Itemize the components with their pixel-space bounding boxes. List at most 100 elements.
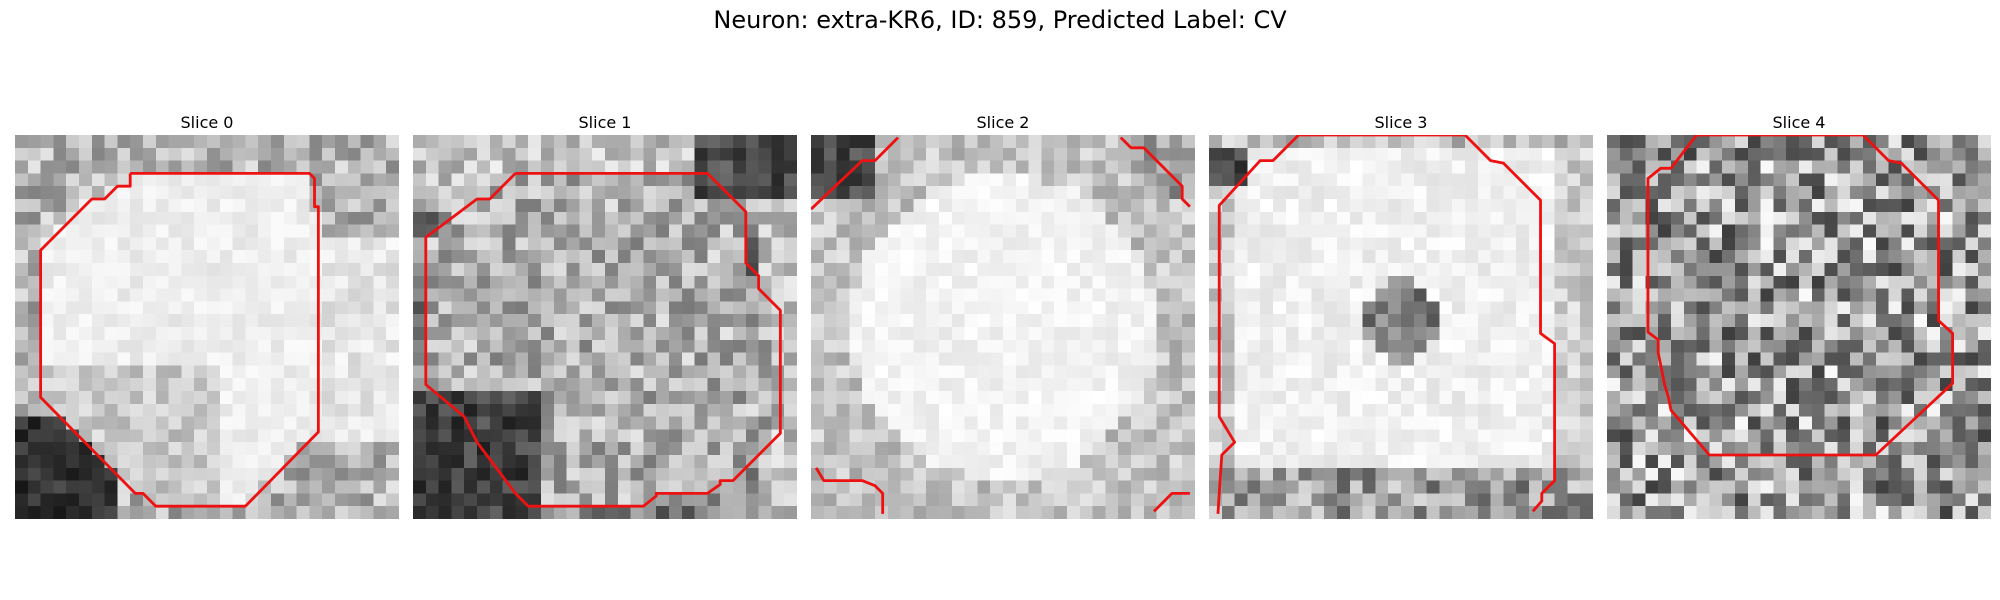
pixel	[1952, 211, 1966, 225]
pixel	[1927, 480, 1941, 494]
pixel	[720, 160, 734, 174]
pixel	[245, 314, 259, 328]
pixel	[91, 339, 105, 353]
pixel	[771, 314, 785, 328]
pixel	[1927, 199, 1941, 213]
pixel	[1632, 339, 1646, 353]
pixel	[758, 211, 772, 225]
pixel	[900, 211, 914, 225]
pixel	[1722, 467, 1736, 481]
pixel	[296, 480, 310, 494]
pixel	[1632, 160, 1646, 174]
pixel	[823, 199, 837, 213]
pixel	[1554, 314, 1568, 328]
pixel	[875, 288, 889, 302]
pixel	[592, 378, 606, 392]
pixel	[1965, 199, 1979, 213]
pixel	[990, 480, 1004, 494]
pixel	[232, 493, 246, 507]
pixel	[630, 416, 644, 430]
pixel	[566, 314, 580, 328]
pixel	[1426, 442, 1440, 456]
pixel	[1362, 416, 1376, 430]
pixel	[1003, 301, 1017, 315]
pixel	[1079, 352, 1093, 366]
pixel	[849, 135, 863, 149]
pixel	[566, 199, 580, 213]
segmentation-contour	[814, 467, 885, 514]
pixel	[811, 186, 825, 200]
pixel	[1324, 480, 1338, 494]
pixel	[784, 186, 797, 200]
pixel	[541, 378, 555, 392]
pixel	[1079, 378, 1093, 392]
pixel	[53, 211, 67, 225]
pixel	[1362, 199, 1376, 213]
pixel	[79, 493, 93, 507]
pixel	[630, 237, 644, 251]
pixel	[1799, 275, 1813, 289]
pixel	[309, 288, 323, 302]
pixel	[1426, 455, 1440, 469]
pixel	[977, 493, 991, 507]
pixel	[1465, 339, 1479, 353]
pixel	[528, 250, 542, 264]
pixel	[553, 147, 567, 161]
pixel	[1503, 199, 1517, 213]
pixel	[1041, 173, 1055, 187]
pixel	[1901, 493, 1915, 507]
pixel	[91, 199, 105, 213]
pixel	[1888, 237, 1902, 251]
pixel	[1811, 224, 1825, 238]
pixel	[926, 442, 940, 456]
pixel	[15, 199, 29, 213]
pixel	[1015, 160, 1029, 174]
pixel	[1362, 493, 1376, 507]
pixel	[477, 403, 491, 417]
pixel	[1658, 263, 1672, 277]
pixel	[1413, 467, 1427, 481]
pixel	[413, 352, 427, 366]
pixel	[207, 237, 221, 251]
pixel	[1786, 288, 1800, 302]
pixel	[1260, 442, 1274, 456]
pixel	[1003, 455, 1017, 469]
pixel	[79, 455, 93, 469]
pixel	[322, 160, 336, 174]
pixel	[733, 211, 747, 225]
pixel	[1516, 160, 1530, 174]
pixel	[155, 237, 169, 251]
pixel	[181, 147, 195, 161]
pixel	[477, 288, 491, 302]
pixel	[1824, 506, 1838, 519]
pixel	[451, 237, 465, 251]
pixel	[694, 199, 708, 213]
pixel	[258, 455, 272, 469]
pixel	[1735, 416, 1749, 430]
pixel	[1156, 135, 1170, 149]
pixel	[630, 263, 644, 277]
pixel	[117, 416, 131, 430]
pixel	[977, 250, 991, 264]
pixel	[1824, 301, 1838, 315]
pixel	[104, 250, 118, 264]
pixel	[1747, 135, 1761, 149]
pixel	[1092, 250, 1106, 264]
pixel	[605, 173, 619, 187]
pixel	[1285, 493, 1299, 507]
pixel	[1939, 365, 1953, 379]
pixel	[1978, 506, 1991, 519]
pixel	[413, 147, 427, 161]
pixel	[643, 365, 657, 379]
pixel	[745, 250, 759, 264]
pixel	[1413, 378, 1427, 392]
pixel	[1824, 135, 1838, 149]
pixel	[1079, 263, 1093, 277]
pixel	[1311, 352, 1325, 366]
pixel	[1362, 365, 1376, 379]
pixel	[413, 403, 427, 417]
pixel	[347, 301, 361, 315]
pixel	[1439, 199, 1453, 213]
pixel	[322, 327, 336, 341]
pixel	[784, 403, 797, 417]
